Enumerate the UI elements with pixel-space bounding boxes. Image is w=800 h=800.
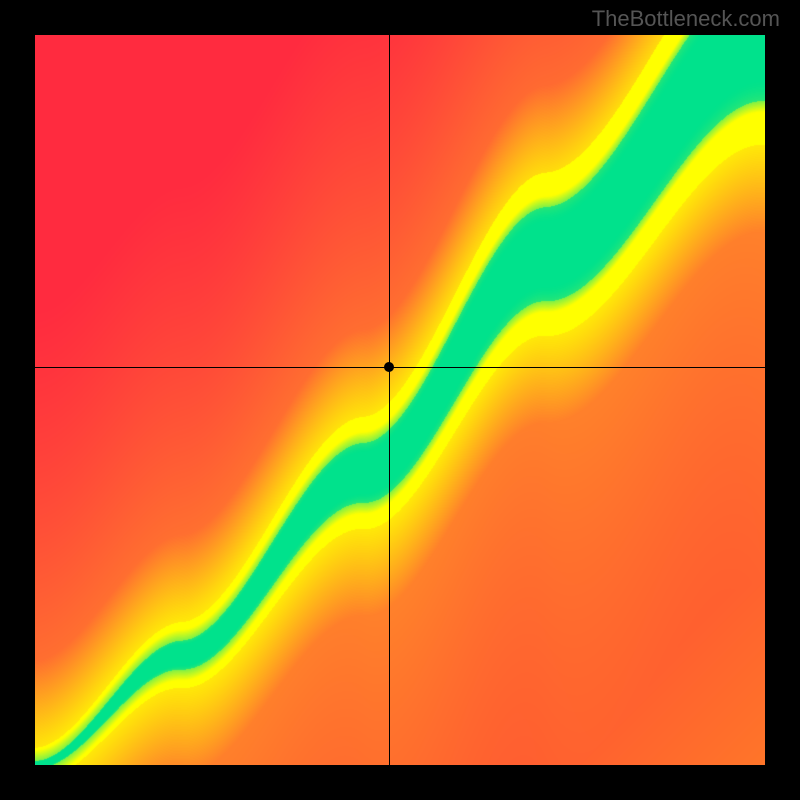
crosshair-vertical <box>389 35 390 765</box>
crosshair-horizontal <box>35 367 765 368</box>
crosshair-marker <box>384 362 394 372</box>
watermark-text: TheBottleneck.com <box>592 6 780 32</box>
heatmap-canvas <box>35 35 765 765</box>
heatmap-plot-area <box>35 35 765 765</box>
chart-container: TheBottleneck.com <box>0 0 800 800</box>
